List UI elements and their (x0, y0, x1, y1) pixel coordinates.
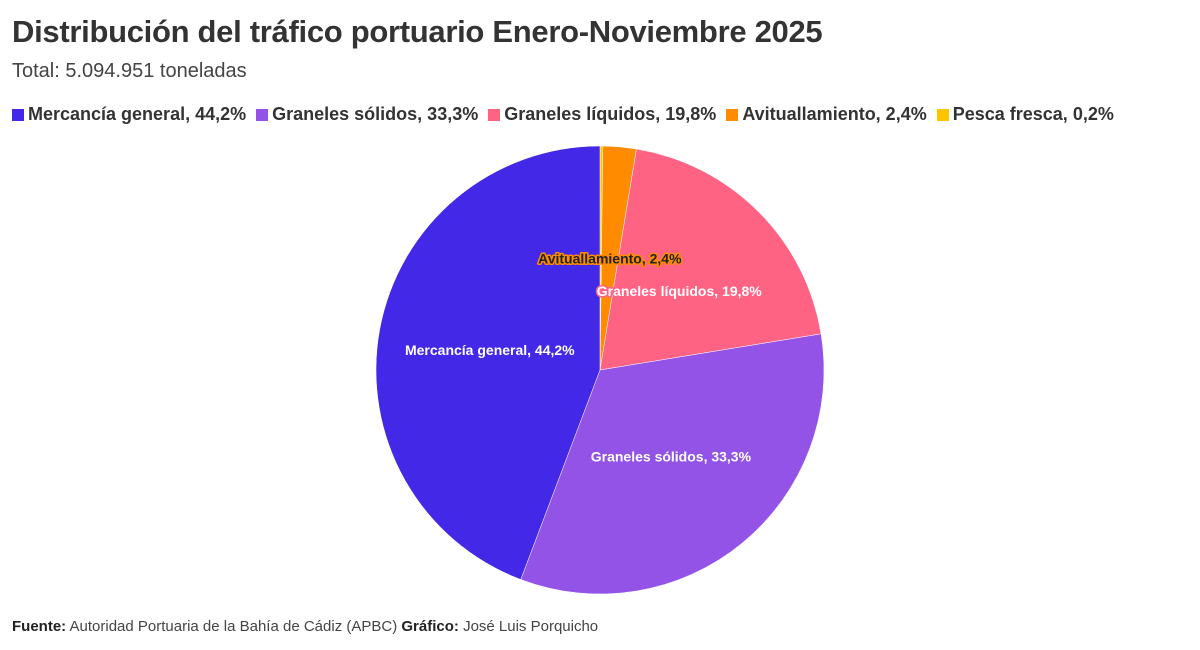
legend-label: Graneles sólidos, 33,3% (272, 104, 479, 124)
chart-title: Distribución del tráfico portuario Enero… (12, 14, 823, 49)
legend-swatch (726, 108, 739, 121)
legend-label: Mercancía general, 44,2% (28, 104, 247, 124)
pie-slice[interactable] (375, 145, 601, 580)
chart-credit-label: Gráfico: (401, 618, 459, 635)
legend: Mercancía general, 44,2% Graneles sólidos… (12, 104, 1114, 125)
legend-item[interactable]: Avituallamiento, 2,4% (726, 104, 927, 125)
footer: Fuente: Autoridad Portuaria de la Bahía … (12, 618, 598, 635)
legend-label: Graneles líquidos, 19,8% (504, 104, 717, 124)
data-label: Mercancía general, 44,2% (405, 342, 575, 358)
legend-label: Avituallamiento, 2,4% (742, 104, 927, 124)
pie-slice[interactable] (520, 333, 825, 595)
source-text: Autoridad Portuaria de la Bahía de Cádiz… (69, 618, 398, 635)
source-label: Fuente: (12, 618, 67, 635)
data-label: Avituallamiento, 2,4% (538, 250, 682, 266)
legend-label: Pesca fresca, 0,2% (952, 104, 1114, 124)
data-label: Graneles sólidos, 33,3% (591, 449, 752, 465)
chart-subtitle: Total: 5.094.951 toneladas (12, 60, 247, 82)
data-label: Graneles líquidos, 19,8% (597, 283, 763, 299)
legend-swatch (12, 108, 24, 121)
legend-item[interactable]: Mercancía general, 44,2% (12, 104, 246, 125)
legend-item[interactable]: Pesca fresca, 0,2% (936, 104, 1114, 125)
legend-swatch (936, 108, 949, 121)
legend-swatch (488, 108, 501, 121)
legend-swatch (256, 108, 269, 121)
chart-credit-author: José Luis Porquicho (463, 618, 599, 635)
legend-item[interactable]: Graneles líquidos, 19,8% (488, 104, 716, 125)
pie-slice[interactable] (599, 148, 822, 371)
legend-item[interactable]: Graneles sólidos, 33,3% (256, 104, 478, 125)
